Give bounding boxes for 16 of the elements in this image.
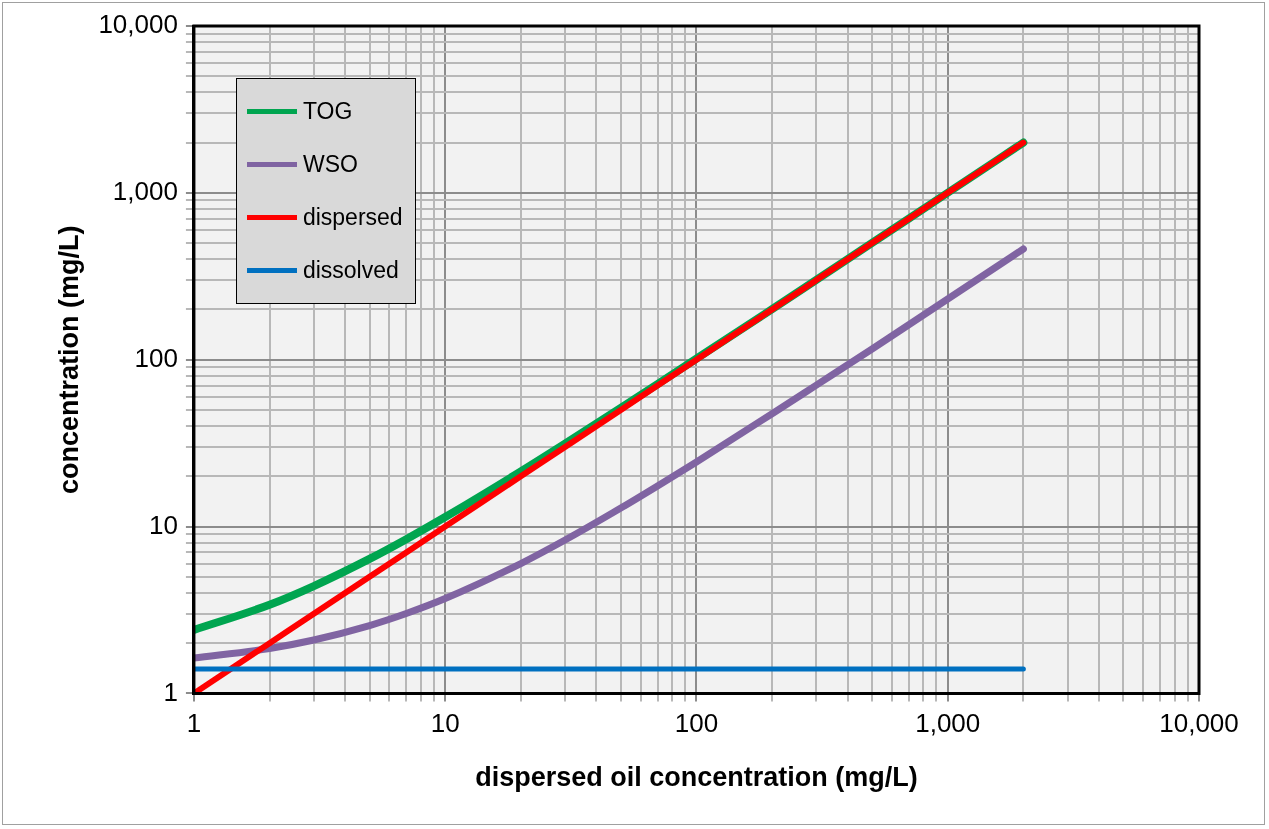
y-axis-title: concentration (mg/L) xyxy=(53,225,84,494)
legend-label: dispersed xyxy=(302,204,403,231)
legend-label: dissolved xyxy=(302,257,399,284)
legend-label: WSO xyxy=(302,151,358,178)
x-tick-label: 1,000 xyxy=(915,708,981,739)
x-tick-label: 1 xyxy=(186,708,202,739)
y-tick-label: 1 xyxy=(163,676,178,707)
x-tick-label: 10,000 xyxy=(1159,708,1239,739)
x-tick-label: 100 xyxy=(674,708,719,739)
y-tick-label: 10 xyxy=(149,509,178,540)
x-tick-label: 10 xyxy=(430,708,460,739)
y-tick-label: 10,000 xyxy=(98,9,178,40)
y-tick-label: 100 xyxy=(134,342,178,373)
y-tick-label: 1,000 xyxy=(112,176,178,207)
legend-label: TOG xyxy=(302,98,353,125)
x-axis-title: dispersed oil concentration (mg/L) xyxy=(475,762,918,793)
